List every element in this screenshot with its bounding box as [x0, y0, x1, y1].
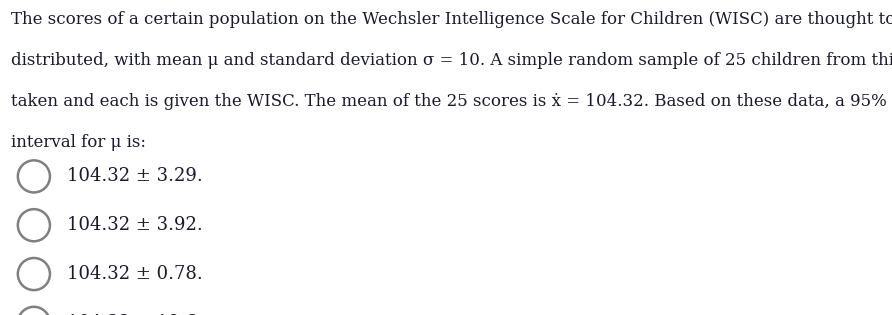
Text: taken and each is given the WISC. The mean of the 25 scores is ẋ = 104.32. Based: taken and each is given the WISC. The me…: [11, 93, 892, 110]
Text: interval for μ is:: interval for μ is:: [11, 134, 145, 151]
Text: distributed, with mean μ and standard deviation σ = 10. A simple random sample o: distributed, with mean μ and standard de…: [11, 52, 892, 69]
Text: 104.32 ± 0.78.: 104.32 ± 0.78.: [67, 265, 202, 283]
Text: The scores of a certain population on the Wechsler Intelligence Scale for Childr: The scores of a certain population on th…: [11, 11, 892, 28]
Text: 104.32 ± 19.6.: 104.32 ± 19.6.: [67, 314, 202, 315]
Text: 104.32 ± 3.29.: 104.32 ± 3.29.: [67, 167, 202, 186]
Text: 104.32 ± 3.92.: 104.32 ± 3.92.: [67, 216, 202, 234]
